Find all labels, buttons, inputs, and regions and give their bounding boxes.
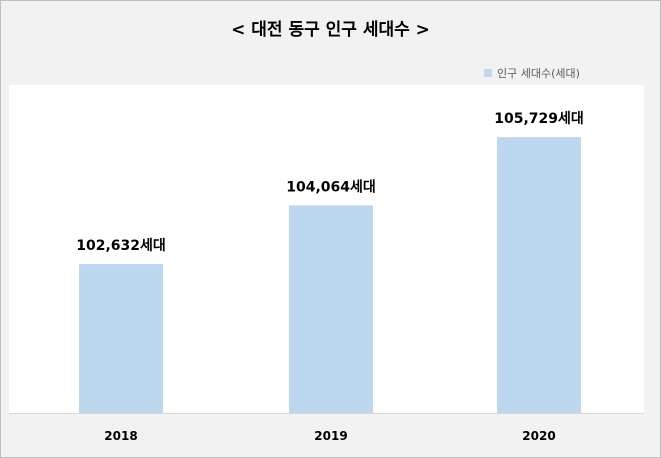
plot-area: 102,632세대 104,064세대 105,729세대	[9, 85, 644, 413]
x-tick-label: 2019	[314, 429, 348, 443]
legend: 인구 세대수(세대)	[484, 65, 580, 81]
x-axis-line	[9, 413, 644, 414]
x-tick-label: 2018	[104, 429, 138, 443]
bar-2020	[497, 137, 581, 413]
data-label-2019: 104,064세대	[286, 179, 376, 195]
bar-2019	[289, 205, 373, 413]
bar-2018	[79, 264, 163, 413]
data-label-2020: 105,729세대	[494, 111, 584, 127]
legend-swatch	[484, 69, 492, 77]
chart-title: < 대전 동구 인구 세대수 >	[231, 20, 430, 40]
x-tick-label: 2020	[522, 429, 556, 443]
plot-svg: 102,632세대 104,064세대 105,729세대	[76, 111, 584, 413]
legend-label: 인구 세대수(세대)	[497, 67, 580, 80]
data-label-2018: 102,632세대	[76, 238, 166, 254]
